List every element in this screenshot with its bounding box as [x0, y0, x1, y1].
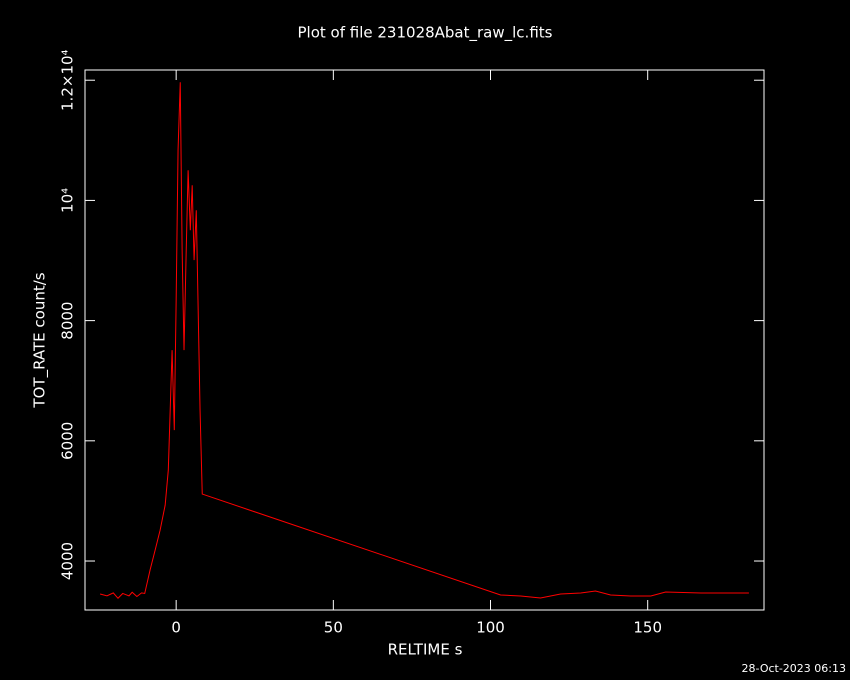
y-tick-label: 1.2×10⁴	[59, 49, 77, 111]
x-tick-label: 0	[171, 619, 181, 637]
plot-frame	[84, 69, 765, 611]
x-axis-label: RELTIME s	[388, 641, 463, 659]
x-tick-label: 150	[633, 619, 662, 637]
x-tick-label: 50	[324, 619, 343, 637]
y-tick-label: 4000	[59, 542, 77, 580]
y-axis-label: TOT_RATE count/s	[31, 272, 50, 408]
y-tick-label: 6000	[59, 422, 77, 460]
y-tick-label: 10⁴	[59, 188, 77, 213]
data-line	[99, 82, 749, 600]
y-tick-label: 8000	[59, 302, 77, 340]
x-tick-label: 100	[476, 619, 505, 637]
chart-title: Plot of file 231028Abat_raw_lc.fits	[298, 24, 553, 43]
footer-timestamp: 28-Oct-2023 06:13	[742, 662, 846, 675]
